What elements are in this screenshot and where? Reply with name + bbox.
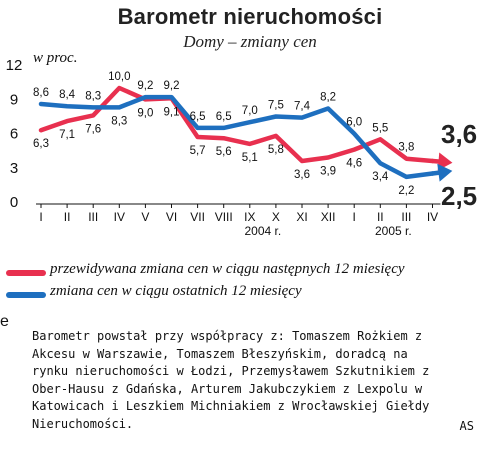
arrow-shaft bbox=[430, 158, 441, 164]
chart-subtitle: Domy – zmiany cen bbox=[183, 32, 317, 51]
x-tick-label: VI bbox=[166, 210, 177, 224]
x-tick-label: III bbox=[88, 210, 98, 224]
y-tick-label: 3 bbox=[10, 160, 18, 177]
data-label-forecast: 9,0 bbox=[137, 107, 153, 119]
data-label-forecast: 5,6 bbox=[216, 146, 232, 158]
data-label-actual: 9,2 bbox=[137, 80, 153, 92]
data-label-forecast: 7,1 bbox=[59, 129, 75, 141]
data-label-actual: 8,3 bbox=[85, 90, 101, 102]
year-label: 2004 r. bbox=[244, 224, 281, 238]
arrow-shaft bbox=[430, 170, 441, 176]
data-label-actual: 8,2 bbox=[320, 92, 336, 104]
y-tick-label: 6 bbox=[10, 126, 18, 143]
data-label-actual: 6,0 bbox=[346, 117, 362, 129]
x-tick-label: I bbox=[39, 210, 42, 224]
data-label-forecast: 10,0 bbox=[108, 71, 130, 83]
x-tick-label: XII bbox=[321, 210, 336, 224]
year-label: 2005 r. bbox=[375, 224, 412, 238]
data-label-actual: 7,0 bbox=[242, 105, 258, 117]
x-tick-label: X bbox=[272, 210, 280, 224]
y-axis-label: w proc. bbox=[33, 50, 77, 66]
y-tick-label: 12 bbox=[6, 57, 23, 74]
data-label-forecast: 5,8 bbox=[268, 144, 284, 156]
x-tick-label: XI bbox=[296, 210, 307, 224]
legend-swatch-actual bbox=[6, 292, 46, 298]
series-line-actual bbox=[38, 94, 435, 180]
data-label-forecast: 5,1 bbox=[242, 152, 258, 164]
chart-title: Barometr nieruchomości bbox=[117, 4, 383, 29]
legend-label-forecast: przewidywana zmiana cen w ciągu następny… bbox=[50, 261, 405, 277]
note-author: AS bbox=[459, 419, 474, 433]
data-label-actual: 8,4 bbox=[59, 89, 76, 101]
data-label-forecast: 3,6 bbox=[294, 169, 310, 181]
data-label-forecast: 3,8 bbox=[398, 142, 414, 154]
x-tick-label: IX bbox=[244, 210, 255, 224]
arrow-head bbox=[437, 163, 453, 182]
chart-legend: przewidywana zmiana cen w ciągu następny… bbox=[0, 255, 500, 305]
data-label-actual: 6,5 bbox=[190, 111, 206, 123]
data-label-actual: 7,5 bbox=[268, 100, 284, 112]
x-tick-label: IV bbox=[427, 210, 438, 224]
x-tick-label: IV bbox=[114, 210, 125, 224]
data-label-forecast: 5,7 bbox=[190, 145, 206, 157]
x-tick-label: II bbox=[64, 210, 71, 224]
data-label-forecast: 3,9 bbox=[320, 166, 336, 178]
x-tick-label: VIII bbox=[215, 210, 233, 224]
y-tick-label: 0 bbox=[10, 194, 18, 211]
note-line: Katowicach i Leszkiem Michniakiem z Wroc… bbox=[32, 399, 430, 414]
data-label-forecast: 9,1 bbox=[164, 106, 180, 118]
data-label-forecast: 6,3 bbox=[33, 138, 49, 150]
data-label-actual: 3,4 bbox=[372, 171, 389, 183]
series-line-forecast bbox=[38, 85, 435, 164]
x-tick-label: V bbox=[141, 210, 149, 224]
source-note: Barometr powstał przy współpracy z: Toma… bbox=[32, 328, 470, 434]
data-label-forecast: 4,6 bbox=[346, 158, 362, 170]
end-value-actual: 2,5 bbox=[441, 181, 477, 211]
data-label-forecast: 5,5 bbox=[372, 122, 388, 134]
legend-swatch-forecast bbox=[6, 270, 46, 276]
edge-fragment: e bbox=[0, 313, 9, 330]
data-label-actual: 8,3 bbox=[111, 115, 127, 127]
x-tick-label: II bbox=[377, 210, 384, 224]
end-value-forecast: 3,6 bbox=[441, 119, 477, 149]
note-line: Akcesu w Warszawie, Tomaszem Błeszyńskim… bbox=[32, 346, 408, 361]
x-tick-label: VII bbox=[190, 210, 205, 224]
data-label-actual: 7,4 bbox=[294, 101, 311, 113]
note-line: rynku nieruchomości w Łodzi, Przemysławe… bbox=[32, 364, 430, 379]
x-tick-label: III bbox=[401, 210, 411, 224]
data-label-actual: 8,6 bbox=[33, 87, 49, 99]
data-label-forecast: 7,6 bbox=[85, 123, 101, 135]
legend-label-actual: zmiana cen w ciągu ostatnich 12 miesięcy bbox=[50, 283, 302, 299]
data-label-actual: 6,5 bbox=[216, 111, 232, 123]
note-line: Ober-Hausu z Gdańska, Arturem Jakubczyki… bbox=[32, 381, 423, 396]
y-tick-label: 9 bbox=[10, 91, 18, 108]
x-tick-label: I bbox=[353, 210, 356, 224]
note-line: Nieruchomości. bbox=[32, 416, 134, 431]
note-line: Barometr powstał przy współpracy z: Toma… bbox=[32, 329, 423, 343]
data-label-actual: 2,2 bbox=[398, 185, 414, 197]
data-label-actual: 9,2 bbox=[164, 80, 180, 92]
